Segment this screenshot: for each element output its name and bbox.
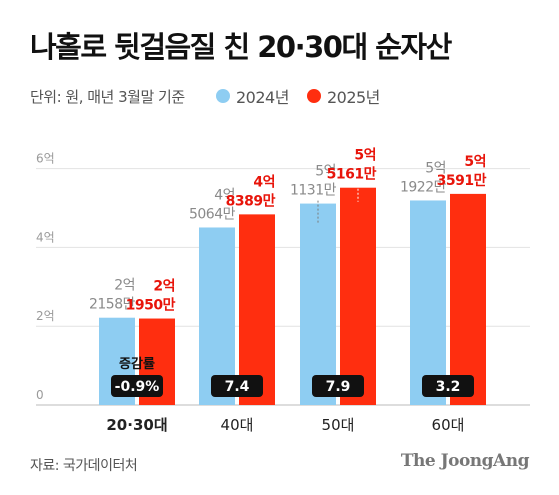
legend-swatch-2025: [306, 89, 321, 103]
source-note: 자료: 국가데이터처: [30, 458, 138, 474]
bar-2024: [300, 203, 336, 405]
bar-2024: [410, 200, 446, 405]
unit-note: 단위: 원, 매년 3월말 기준: [30, 88, 185, 106]
data-label: 2억: [153, 279, 175, 295]
bar-2025: [340, 187, 376, 405]
data-label: 1950만: [126, 298, 176, 314]
y-tick-label: 6억: [36, 152, 55, 166]
data-label: 8389만: [226, 193, 276, 209]
legend-swatch-2024: [216, 89, 230, 103]
data-label: 5억: [315, 164, 336, 180]
legend-item-2024: 2024년: [216, 84, 289, 108]
data-label: 1131만: [290, 183, 337, 199]
data-label: 2억: [114, 278, 135, 294]
data-label: 5억: [425, 160, 446, 176]
change-rate-value: 7.4: [225, 379, 250, 395]
x-tick-label: 50대: [322, 416, 355, 434]
data-label: 1922만: [400, 179, 447, 195]
data-label: 3591만: [437, 173, 487, 189]
data-label: 4억: [214, 187, 235, 203]
change-rate-badge: [312, 375, 364, 397]
change-rate-value: -0.9%: [115, 379, 160, 395]
change-rate-badge: [422, 375, 474, 397]
change-rate-badge: [111, 375, 163, 397]
data-label: 5억: [464, 154, 486, 170]
chart-title: 나홀로 뒷걸음질 친 20·30대 순자산: [30, 30, 452, 64]
data-label: 2158만: [89, 297, 136, 313]
data-label: 4억: [253, 174, 275, 190]
change-rate-badge: [211, 375, 263, 397]
y-tick-label: 0: [36, 388, 44, 402]
data-label: 5억: [354, 148, 376, 164]
y-tick-label: 2억: [36, 309, 55, 323]
change-rate-value: 3.2: [436, 379, 461, 395]
legend-label-2024: 2024년: [236, 88, 289, 107]
change-rate-label: 증감률: [119, 357, 155, 372]
bar-2025: [450, 193, 486, 405]
legend: 2024년 2025년: [216, 84, 380, 108]
legend-item-2025: 2025년: [306, 84, 380, 108]
x-tick-label: 60대: [432, 416, 465, 434]
data-label: 5161만: [327, 167, 377, 183]
y-tick-label: 4억: [36, 230, 55, 244]
change-rate-value: 7.9: [326, 379, 351, 395]
bar-2025: [239, 214, 275, 405]
x-tick-label: 20·30대: [106, 416, 167, 434]
legend-label-2025: 2025년: [326, 88, 380, 107]
x-tick-label: 40대: [221, 416, 254, 434]
data-label: 5064만: [189, 206, 236, 222]
brand-logo: The JoongAng: [400, 451, 530, 471]
